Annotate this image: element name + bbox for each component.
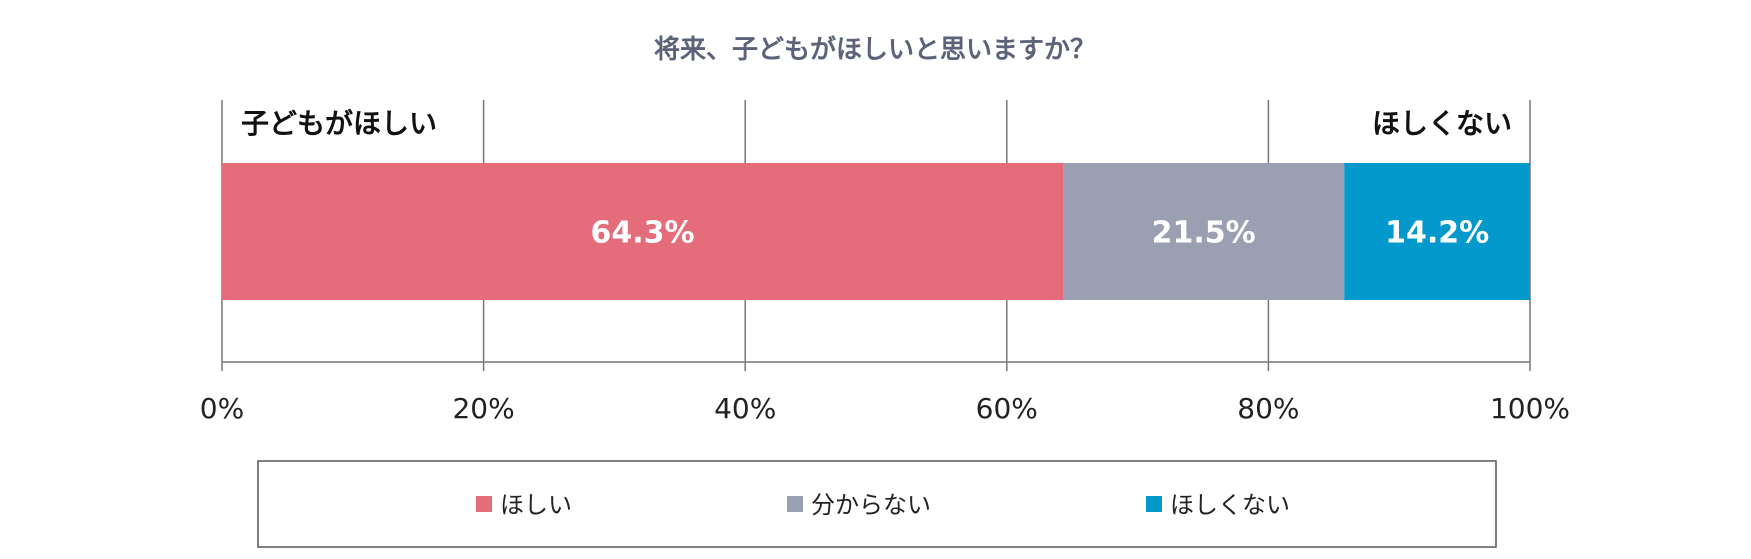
- bar-segment: [1344, 163, 1530, 300]
- legend-box: [257, 460, 1497, 548]
- x-tick-label: 80%: [1237, 392, 1299, 425]
- bar-segment: [1063, 163, 1345, 300]
- data-label: 64.3%: [590, 216, 694, 251]
- x-tick-label: 0%: [200, 392, 244, 425]
- x-tick-label: 20%: [452, 392, 514, 425]
- legend-label: ほしい: [500, 491, 572, 519]
- x-tick-label: 40%: [714, 392, 776, 425]
- legend-label: 分からない: [811, 491, 931, 519]
- left-side-label: 子どもがほしい: [241, 107, 437, 140]
- right-side-label: ほしくない: [1372, 107, 1512, 140]
- legend-swatch: [787, 496, 803, 512]
- x-tick-label: 60%: [976, 392, 1038, 425]
- chart-title: 将来、子どもがほしいと思いますか？: [654, 34, 1096, 65]
- legend: ほしい 分からない ほしくない: [476, 491, 1290, 519]
- bar-segment: [222, 163, 1064, 300]
- legend-swatch: [476, 496, 492, 512]
- x-tick-label: 100%: [1490, 392, 1570, 425]
- legend-label: ほしくない: [1170, 491, 1290, 519]
- data-label: 14.2%: [1385, 216, 1489, 251]
- legend-swatch: [1146, 496, 1162, 512]
- bar-segments: 64.3% 21.5% 14.2%: [222, 163, 1530, 300]
- x-axis: 0% 20% 40% 60% 80% 100%: [200, 361, 1570, 425]
- data-label: 21.5%: [1152, 216, 1256, 251]
